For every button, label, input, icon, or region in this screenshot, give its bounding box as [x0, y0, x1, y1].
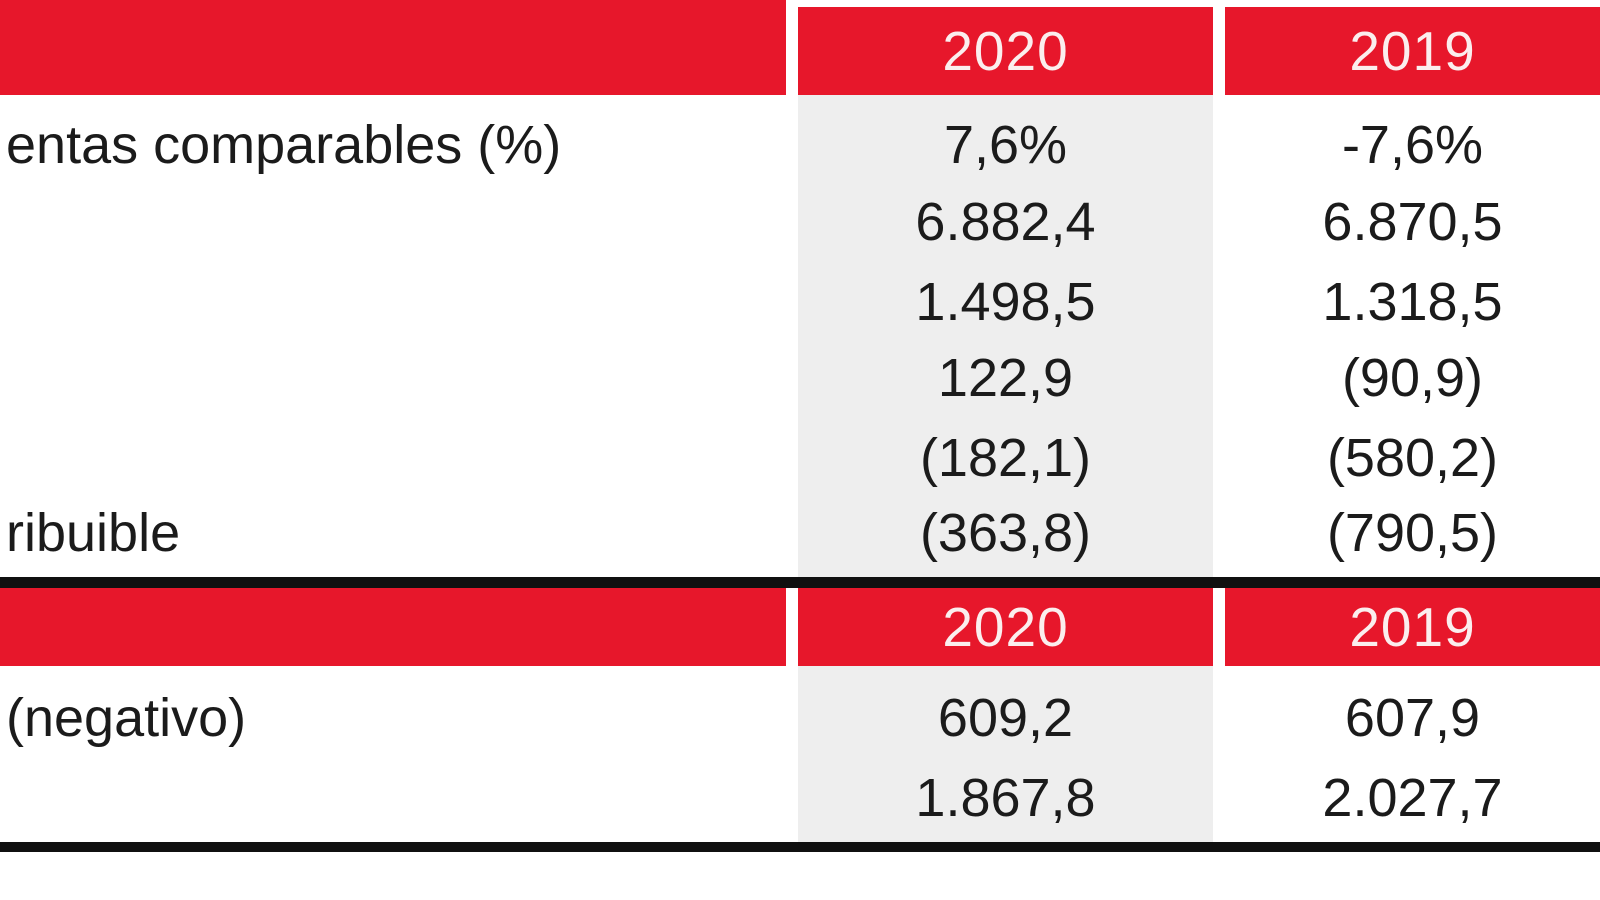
- table-row: (182,1) (580,2): [0, 418, 1600, 498]
- value-cell-2020: 7,6%: [943, 115, 1068, 175]
- table-row: (negativo) 609,2 607,9: [0, 678, 1600, 758]
- section-rule-bottom: [0, 842, 1600, 852]
- value-cell-2019: -7,6%: [1341, 115, 1484, 175]
- value-cell-2019: (790,5): [1326, 503, 1499, 563]
- table1-header-left-bar: [0, 0, 786, 95]
- value-cell-2020: (363,8): [919, 503, 1092, 563]
- section-rule-top: [0, 577, 1600, 588]
- table-row: ribuible (363,8) (790,5): [0, 493, 1600, 573]
- table2-year-2019: 2019: [1349, 596, 1476, 658]
- table2-header-cell-2019: [1225, 588, 1600, 666]
- row-label: entas comparables (%): [6, 115, 562, 175]
- table1-header-cell-2019: [1225, 7, 1600, 95]
- value-cell-2020: 6.882,4: [915, 192, 1096, 252]
- table-row: 122,9 (90,9): [0, 338, 1600, 418]
- table2-header-left-bar: [0, 588, 786, 666]
- value-cell-2019: 6.870,5: [1322, 192, 1503, 252]
- table-row: 1.867,8 2.027,7: [0, 758, 1600, 838]
- table-row: 1.498,5 1.318,5: [0, 262, 1600, 342]
- table1-year-2020: 2020: [942, 20, 1069, 82]
- row-label: ribuible: [6, 503, 181, 563]
- table-row: 6.882,4 6.870,5: [0, 182, 1600, 262]
- value-cell-2019: 1.318,5: [1322, 272, 1503, 332]
- row-label: (negativo): [6, 688, 247, 748]
- table-row: entas comparables (%) 7,6% -7,6%: [0, 105, 1600, 185]
- table2-2020-column-shading: [798, 666, 1213, 842]
- table1-2020-column-shading: [798, 95, 1213, 577]
- value-cell-2020: 609,2: [937, 688, 1074, 748]
- value-cell-2019: (580,2): [1326, 428, 1499, 488]
- table1-header-cell-2020: [798, 7, 1213, 95]
- value-cell-2019: 607,9: [1344, 688, 1481, 748]
- value-cell-2020: (182,1): [919, 428, 1092, 488]
- value-cell-2020: 1.498,5: [915, 272, 1096, 332]
- value-cell-2019: (90,9): [1341, 348, 1484, 408]
- value-cell-2020: 1.867,8: [915, 768, 1096, 828]
- table1-year-2019: 2019: [1349, 20, 1476, 82]
- table2-year-2020: 2020: [942, 596, 1069, 658]
- table2-header-cell-2020: [798, 588, 1213, 666]
- value-cell-2020: 122,9: [937, 348, 1074, 408]
- value-cell-2019: 2.027,7: [1322, 768, 1503, 828]
